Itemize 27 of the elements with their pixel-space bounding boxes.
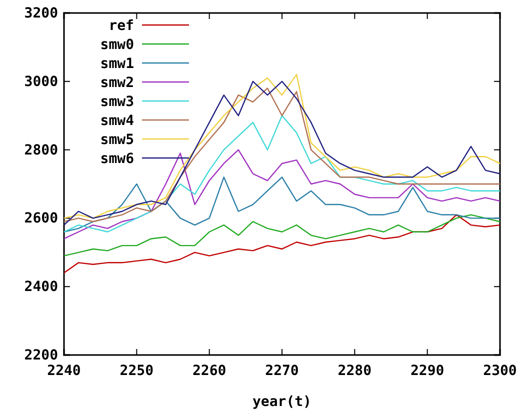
legend-label: smw4 (100, 113, 134, 129)
legend-label: smw5 (100, 132, 134, 148)
y-tick-label: 3200 (24, 5, 58, 22)
legend-label: smw1 (100, 56, 134, 72)
legend-label: smw3 (100, 94, 134, 110)
y-tick-label: 2200 (24, 347, 58, 364)
legend-label: smw6 (100, 151, 134, 167)
x-tick-label: 2240 (47, 362, 81, 379)
legend-label: smw2 (100, 75, 134, 91)
x-tick-label: 2280 (338, 362, 372, 379)
x-axis-title: year(t) (252, 394, 312, 410)
line-series (63, 149, 501, 240)
y-tick-label: 3000 (24, 74, 58, 90)
line-series (63, 214, 501, 256)
legend-label: smw0 (100, 37, 134, 53)
legend-label: ref (108, 18, 134, 34)
line-series (63, 214, 501, 274)
x-tick-label: 2260 (192, 362, 226, 379)
y-tick-label: 2600 (24, 210, 58, 227)
y-tick-label: 2400 (24, 279, 58, 296)
x-tick-label: 2270 (265, 362, 299, 379)
x-tick-label: 2290 (410, 362, 444, 379)
x-tick-label: 2300 (483, 362, 517, 379)
y-tick-label: 2800 (24, 142, 58, 158)
line-series (63, 176, 501, 232)
line-series (63, 115, 501, 232)
x-tick-label: 2250 (120, 362, 154, 379)
